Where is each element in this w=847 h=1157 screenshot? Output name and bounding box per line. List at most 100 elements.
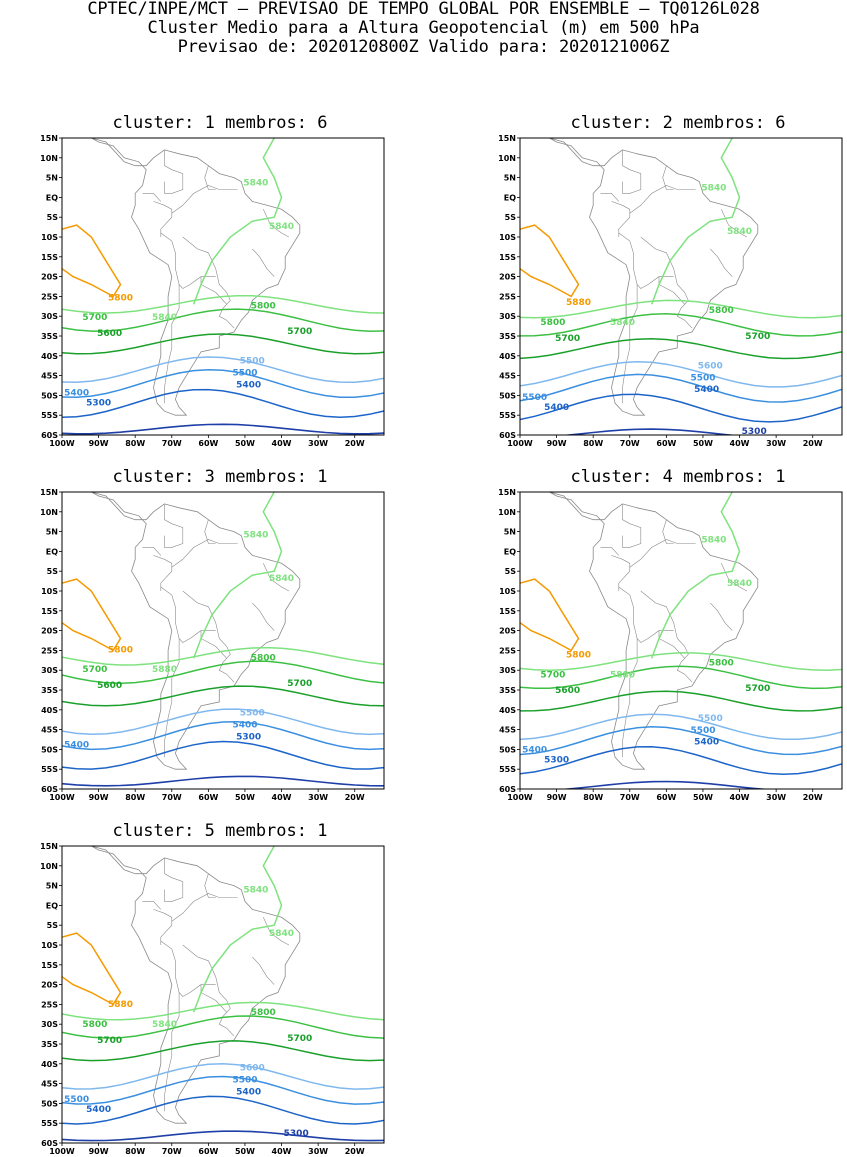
lon-tick-label: 20W [345,439,365,448]
lat-tick-label: 35S [41,332,58,341]
lat-tick-label: 15S [499,607,516,616]
lat-tick-label: 30S [41,312,58,321]
lat-tick-label: 60S [41,431,58,440]
country-border [263,563,290,592]
lon-tick-label: 30W [308,793,328,802]
country-border [171,185,238,214]
cluster-map: 5840 5840 5840 5880 5800 5800 5700 5700 5600 5500… [478,134,847,449]
contour-label: 5500 [240,709,265,719]
contour-line [62,721,384,751]
lat-tick-label: 20S [41,627,58,636]
contour-label: 5500 [240,357,265,367]
figure-header: CPTEC/INPE/MCT – PREVISAO DE TEMPO GLOBA… [0,0,847,57]
lon-tick-label: 60W [198,793,218,802]
lat-tick-label: 25S [499,292,516,301]
lat-tick-label: 55S [41,1119,58,1128]
coastline [520,492,759,770]
lon-tick-label: 70W [162,439,182,448]
country-border [204,873,216,898]
lat-tick-label: 5S [47,921,59,930]
lat-tick-label: 10S [499,233,516,242]
contour-line [62,660,384,685]
contour-label: 5700 [287,1034,312,1044]
contour-label: 5840 [269,574,294,584]
country-border [200,276,227,305]
country-border [164,857,184,902]
contour-line [62,1001,384,1021]
lat-tick-label: 5N [46,882,58,891]
lat-tick-label: 50S [41,1099,58,1108]
map-canvas: 5840584058405880580058005700570056005500… [498,134,843,448]
lat-tick-label: 25S [41,646,58,655]
contour-label: 5600 [698,362,723,372]
country-border [600,193,620,202]
lat-tick-label: 25S [499,646,516,655]
country-border [622,284,638,404]
lat-tick-label: EQ [46,901,58,910]
contour-line [62,1063,384,1090]
lon-tick-label: 30W [308,1147,328,1156]
contour-line [62,578,122,652]
lon-tick-label: 50W [693,439,713,448]
lat-tick-label: 10N [498,508,516,517]
lon-tick-label: 100W [507,439,533,448]
contour-line [520,665,842,690]
lat-tick-label: 15N [498,488,516,497]
lon-tick-label: 100W [49,439,75,448]
contour-label: 5840 [243,531,268,541]
header-line-2: Cluster Medio para a Altura Geopotencial… [147,18,700,38]
lat-tick-label: 5S [47,567,59,576]
cluster-title: cluster: 1 membros: 6 [112,113,328,133]
map-frame [61,845,385,1144]
lon-tick-label: 60W [198,439,218,448]
lat-tick-label: 35S [41,686,58,695]
country-border [611,201,631,237]
contour-label: 5400 [236,381,261,391]
contour-line [561,428,842,435]
lon-tick-label: 100W [49,1147,75,1156]
contour-line [62,1130,384,1142]
lat-tick-label: 35S [41,1040,58,1049]
lon-tick-label: 90W [547,793,567,802]
lon-tick-label: 80W [583,793,603,802]
country-border [252,248,275,277]
lon-tick-label: 40W [272,793,292,802]
country-border [629,539,696,568]
lon-tick-label: 30W [766,793,786,802]
country-border [182,590,235,683]
contour-line [192,492,283,659]
country-border [153,555,173,591]
contour-label: 5700 [745,332,770,342]
lat-tick-label: 15S [41,961,58,970]
contour-line [62,423,384,435]
lat-tick-label: 5S [505,567,517,576]
lat-tick-label: 10S [41,941,58,950]
lon-tick-label: 70W [620,793,640,802]
lon-tick-label: 60W [656,793,676,802]
contour-label: 5700 [97,1036,122,1046]
contour-label: 5840 [152,1020,177,1030]
lat-tick-label: 40S [499,352,516,361]
contour-line [520,745,842,776]
contour-line [62,775,384,787]
country-border [142,193,162,202]
contour-line [520,393,842,423]
lat-tick-label: 55S [499,765,516,774]
country-border [171,893,238,922]
lon-tick-label: 50W [235,439,255,448]
country-border [252,956,275,985]
contour-label: 5800 [108,293,133,303]
contour-label: 5400 [694,385,719,395]
contour-label: 5700 [82,665,107,675]
lon-tick-label: 70W [620,439,640,448]
cluster-panel-4: cluster: 4 membros: 1 5840 5840 5880 5800 58… [478,467,847,802]
lat-tick-label: 5N [46,528,58,537]
contour-label: 5880 [610,670,635,680]
lat-tick-label: 50S [41,391,58,400]
contour-line [520,224,580,298]
lon-tick-label: 80W [583,439,603,448]
contour-label: 5300 [86,398,111,408]
lat-tick-label: 5N [46,174,58,183]
lon-tick-label: 30W [308,439,328,448]
lat-tick-label: 20S [41,981,58,990]
